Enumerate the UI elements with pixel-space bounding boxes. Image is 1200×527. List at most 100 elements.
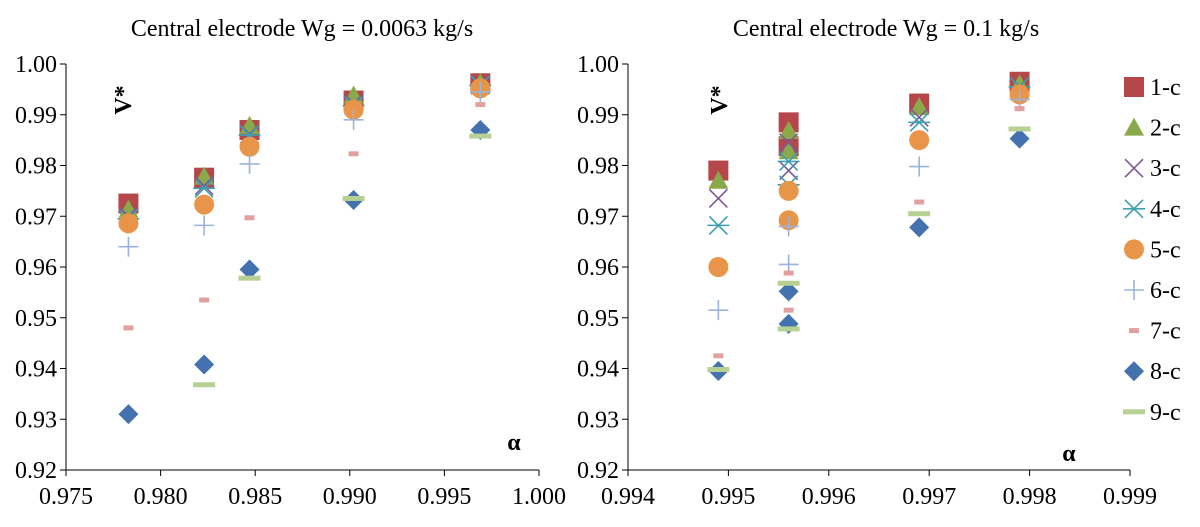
legend-marker-7-c bbox=[1129, 328, 1139, 334]
data-point-6-c bbox=[909, 156, 930, 177]
chart-1: Central electrode Wg = 0.0063 kg/s0.920.… bbox=[15, 16, 566, 510]
legend-marker-5-c bbox=[1124, 239, 1144, 260]
data-point-6-c bbox=[194, 215, 215, 236]
data-point-3-c bbox=[779, 161, 799, 181]
data-point-2-c bbox=[909, 97, 930, 116]
data-point-9-c bbox=[777, 326, 800, 332]
data-point-5-c bbox=[118, 213, 139, 234]
data-point-8-c bbox=[1009, 128, 1030, 149]
data-point-3-c bbox=[779, 133, 799, 153]
legend-item-8-c: 8-c bbox=[1124, 359, 1181, 385]
data-point-7-c bbox=[244, 215, 255, 221]
chart-2-series-2-c bbox=[708, 74, 1030, 189]
data-point-6-c bbox=[239, 153, 260, 174]
chart-2-series-1-c bbox=[708, 71, 1030, 181]
data-point-4-c bbox=[777, 151, 800, 172]
chart-1-series-4-c bbox=[117, 75, 492, 229]
data-point-2-c bbox=[708, 170, 729, 189]
chart-1-series-8-c bbox=[118, 119, 491, 425]
chart-2-series-8-c bbox=[708, 128, 1030, 382]
chart-2-y-tick-label: 0.97 bbox=[577, 204, 619, 230]
chart-1-x-tick-label: 0.995 bbox=[417, 484, 471, 510]
chart-2-series-9-c bbox=[707, 126, 1031, 373]
chart-1-y-tick-label: 0.95 bbox=[15, 306, 57, 332]
chart-1-series-9-c bbox=[193, 133, 492, 388]
data-point-5-c bbox=[239, 136, 260, 157]
data-point-7-c bbox=[475, 102, 486, 108]
chart-1-x-tick-label: 0.980 bbox=[134, 484, 188, 510]
legend-marker-1-c bbox=[1124, 77, 1144, 97]
data-point-1-c bbox=[708, 160, 729, 181]
chart-1-x-tick-label: 0.990 bbox=[323, 484, 377, 510]
chart-2-x-tick-label: 0.999 bbox=[1103, 484, 1157, 510]
legend-item-7-c: 7-c bbox=[1129, 319, 1181, 345]
legend-item-3-c: 3-c bbox=[1124, 156, 1181, 182]
chart-1-series-7-c bbox=[123, 102, 486, 331]
chart-1-series-5-c bbox=[118, 78, 491, 234]
chart-1-series-2-c bbox=[118, 73, 491, 218]
data-point-9-c bbox=[342, 195, 365, 201]
data-point-2-c bbox=[778, 120, 799, 139]
legend-label-6-c: 6-c bbox=[1150, 278, 1181, 304]
chart-1-x-tick-label: 1.000 bbox=[512, 484, 566, 510]
data-point-5-c bbox=[194, 194, 215, 215]
legend-marker-4-c bbox=[1123, 199, 1145, 219]
data-point-2-c bbox=[778, 141, 799, 160]
data-point-6-c bbox=[708, 300, 729, 321]
chart-2-y-tick-label: 0.93 bbox=[577, 407, 619, 433]
chart-2-series-7-c bbox=[713, 106, 1025, 359]
chart-1-y-tick-label: 0.98 bbox=[15, 154, 57, 180]
chart-2-y-axis-label: V* bbox=[707, 85, 733, 114]
chart-2-y-tick-label: 0.92 bbox=[577, 458, 619, 484]
data-point-4-c bbox=[707, 215, 730, 235]
legend-marker-6-c bbox=[1124, 280, 1144, 300]
chart-2-y-tick-label: 0.98 bbox=[577, 154, 619, 180]
data-point-9-c bbox=[238, 275, 261, 281]
data-point-7-c bbox=[123, 325, 134, 331]
legend-item-1-c: 1-c bbox=[1124, 75, 1181, 101]
chart-1-title: Central electrode Wg = 0.0063 kg/s bbox=[131, 16, 473, 42]
data-point-9-c bbox=[777, 280, 800, 286]
chart-2-y-tick-label: 0.99 bbox=[577, 103, 619, 129]
data-point-7-c bbox=[783, 307, 794, 313]
legend-item-4-c: 4-c bbox=[1123, 197, 1181, 223]
chart-1-series-6-c bbox=[118, 81, 491, 257]
chart-1-series-3-c bbox=[118, 74, 490, 226]
chart-2-series-5-c bbox=[708, 84, 1030, 277]
legend: 1-c 2-c 3-c 4-c 5-c 6-c 7-c 8-c 9-c bbox=[1123, 75, 1181, 426]
data-point-9-c bbox=[707, 367, 730, 373]
chart-2-series-6-c bbox=[708, 89, 1030, 321]
legend-label-9-c: 9-c bbox=[1150, 400, 1181, 426]
data-point-8-c bbox=[239, 259, 260, 280]
legend-marker-3-c bbox=[1124, 158, 1144, 178]
legend-marker-2-c bbox=[1124, 117, 1144, 136]
data-point-6-c bbox=[778, 216, 799, 237]
chart-2-x-tick-label: 0.997 bbox=[902, 484, 956, 510]
data-point-7-c bbox=[1014, 106, 1025, 112]
chart-2-series-3-c bbox=[708, 76, 1030, 209]
chart-1-x-tick-label: 0.985 bbox=[228, 484, 282, 510]
data-point-9-c bbox=[908, 211, 931, 217]
data-point-8-c bbox=[118, 404, 139, 425]
chart-1-y-tick-label: 0.93 bbox=[15, 407, 57, 433]
chart-1-y-tick-label: 0.96 bbox=[15, 255, 57, 281]
chart-1-x-axis-label: α bbox=[507, 430, 521, 456]
data-point-3-c bbox=[194, 176, 214, 196]
data-point-4-c bbox=[908, 112, 931, 132]
data-point-6-c bbox=[343, 109, 364, 130]
data-point-9-c bbox=[469, 133, 492, 139]
data-point-5-c bbox=[778, 180, 799, 201]
data-point-7-c bbox=[713, 353, 724, 359]
legend-item-9-c: 9-c bbox=[1123, 400, 1181, 426]
chart-2-x-tick-label: 0.998 bbox=[1003, 484, 1057, 510]
legend-label-3-c: 3-c bbox=[1150, 156, 1181, 182]
legend-label-7-c: 7-c bbox=[1150, 319, 1181, 345]
legend-marker-8-c bbox=[1124, 361, 1144, 382]
legend-marker-9-c bbox=[1123, 409, 1145, 415]
legend-label-4-c: 4-c bbox=[1150, 197, 1181, 223]
legend-label-2-c: 2-c bbox=[1150, 116, 1181, 142]
legend-item-2-c: 2-c bbox=[1124, 116, 1181, 142]
data-point-7-c bbox=[199, 297, 210, 303]
data-point-8-c bbox=[194, 354, 215, 375]
legend-label-1-c: 1-c bbox=[1150, 75, 1181, 101]
